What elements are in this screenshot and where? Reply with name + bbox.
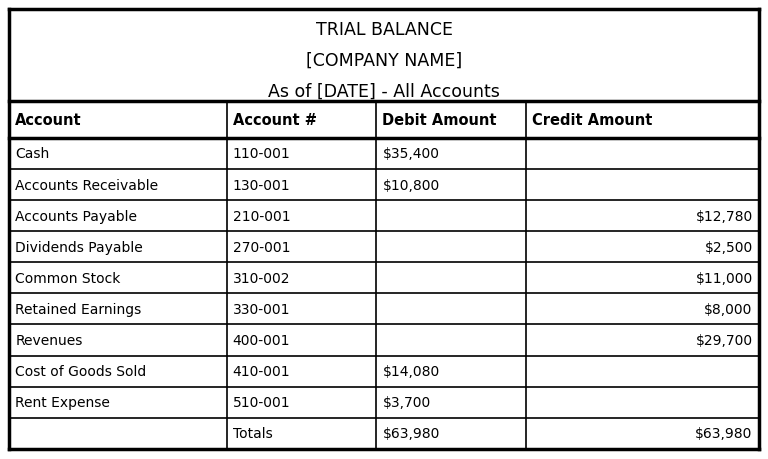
Text: Common Stock: Common Stock — [15, 271, 121, 285]
Text: 210-001: 210-001 — [233, 209, 290, 223]
Text: 270-001: 270-001 — [233, 240, 290, 254]
Text: Accounts Payable: Accounts Payable — [15, 209, 137, 223]
Text: Account #: Account # — [233, 113, 316, 128]
Text: $35,400: $35,400 — [382, 147, 439, 161]
Text: TRIAL BALANCE: TRIAL BALANCE — [316, 21, 452, 39]
Text: Account: Account — [15, 113, 82, 128]
Text: Credit Amount: Credit Amount — [532, 113, 653, 128]
Text: Totals: Totals — [233, 426, 273, 440]
Text: $2,500: $2,500 — [704, 240, 753, 254]
Text: Accounts Receivable: Accounts Receivable — [15, 178, 158, 192]
Text: 330-001: 330-001 — [233, 302, 290, 316]
Text: Revenues: Revenues — [15, 333, 83, 347]
Text: $63,980: $63,980 — [382, 426, 440, 440]
Text: Cost of Goods Sold: Cost of Goods Sold — [15, 364, 147, 378]
Text: As of [DATE] - All Accounts: As of [DATE] - All Accounts — [268, 82, 500, 100]
Text: $12,780: $12,780 — [695, 209, 753, 223]
Text: 110-001: 110-001 — [233, 147, 290, 161]
Text: 400-001: 400-001 — [233, 333, 290, 347]
Text: $3,700: $3,700 — [382, 395, 431, 409]
Text: 510-001: 510-001 — [233, 395, 290, 409]
Text: $14,080: $14,080 — [382, 364, 440, 378]
Text: $10,800: $10,800 — [382, 178, 440, 192]
Text: $63,980: $63,980 — [695, 426, 753, 440]
Text: $8,000: $8,000 — [704, 302, 753, 316]
Text: 410-001: 410-001 — [233, 364, 290, 378]
Text: $29,700: $29,700 — [696, 333, 753, 347]
Text: Retained Earnings: Retained Earnings — [15, 302, 141, 316]
Text: Dividends Payable: Dividends Payable — [15, 240, 143, 254]
Text: Debit Amount: Debit Amount — [382, 113, 497, 128]
Text: 310-002: 310-002 — [233, 271, 290, 285]
Text: Cash: Cash — [15, 147, 50, 161]
Text: Rent Expense: Rent Expense — [15, 395, 111, 409]
Text: $11,000: $11,000 — [695, 271, 753, 285]
Text: [COMPANY NAME]: [COMPANY NAME] — [306, 51, 462, 70]
Text: 130-001: 130-001 — [233, 178, 290, 192]
